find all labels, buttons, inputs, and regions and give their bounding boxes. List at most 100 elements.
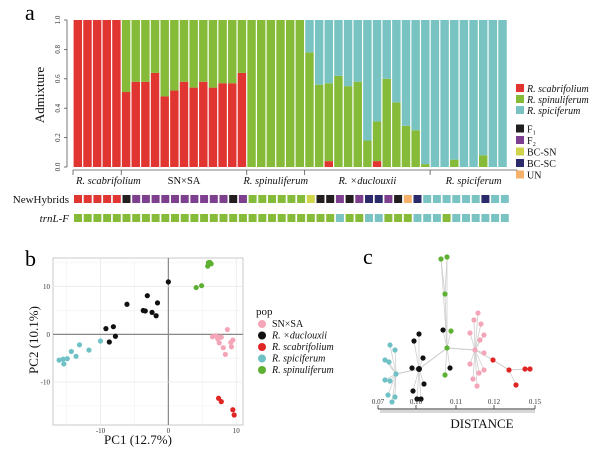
admixture-bar-segment [382, 78, 391, 167]
assignment-cell [112, 195, 121, 203]
network-node [475, 310, 481, 316]
network-node [471, 317, 477, 323]
y-tick-label: 1.0 [54, 15, 62, 24]
admixture-bar-segment [141, 20, 150, 82]
admixture-bar-segment [372, 20, 382, 122]
assignment-cell [93, 195, 102, 203]
group-label: R. spiciferum [445, 176, 502, 187]
assignment-cell [442, 214, 451, 222]
assignment-cell [403, 195, 412, 203]
network-edge [469, 332, 476, 351]
network-edge [416, 368, 420, 400]
distance-tick-label: 0.11 [450, 398, 462, 406]
admixture-bar-segment [218, 83, 227, 167]
network-edge [446, 330, 452, 349]
admixture-bar-segment [131, 20, 140, 82]
admixture-bar-segment [372, 121, 382, 162]
admixture-bar-segment [160, 96, 169, 167]
network-node [448, 328, 454, 334]
assignment-cell [151, 195, 160, 203]
admixture-bar-segment [392, 102, 401, 167]
panel-a-y-axis: 0.0 0.2 0.4 0.6 0.8 1.0 [54, 15, 68, 171]
pca-point [217, 334, 223, 340]
legend-marker [258, 331, 266, 340]
network-node [467, 330, 473, 336]
assignment-cell [258, 195, 267, 203]
assignment-cell [190, 195, 199, 203]
assignment-cell [74, 214, 82, 222]
network-edge [474, 349, 480, 374]
assignment-cell [365, 214, 373, 222]
admixture-bar-segment [199, 81, 208, 167]
admixture-bar-segment [401, 20, 411, 126]
distance-tick-label: 0.07 [372, 398, 385, 406]
assignment-cell [500, 195, 509, 203]
network-node [527, 366, 533, 372]
network-hub-node [393, 371, 399, 377]
assignment-cell [190, 214, 199, 222]
admixture-bar-segment [498, 20, 507, 167]
admixture-bar-segment [324, 161, 334, 167]
pca-point [230, 337, 236, 343]
admixture-bar-segment [199, 20, 208, 82]
admixture-bar-segment [170, 90, 179, 167]
legend-label: R. ×duclouxii [271, 331, 327, 342]
legend-swatch [516, 124, 524, 133]
assignment-cell [316, 195, 325, 203]
admixture-bar-segment [150, 72, 160, 167]
assignment-cell [442, 195, 451, 203]
assignment-cell [141, 214, 150, 222]
network-node [416, 331, 422, 337]
assignment-cell [132, 195, 141, 203]
assignment-cell [209, 214, 218, 222]
admixture-bar-segment [218, 20, 227, 84]
admixture-bar-segment [160, 20, 169, 97]
network-node [442, 372, 448, 378]
pca-point [56, 357, 62, 363]
plot-area [52, 257, 244, 426]
network-node [414, 396, 420, 402]
assignment-cell [384, 214, 393, 222]
network-node [481, 367, 487, 373]
network-edge [508, 369, 517, 386]
network-node [440, 327, 446, 333]
y-tick-label: 0.6 [54, 74, 62, 83]
admixture-bar-segment [276, 20, 285, 167]
admixture-bar-segment [392, 20, 401, 103]
network-node [382, 357, 388, 363]
network-node [392, 394, 398, 400]
y-tick-label: 0 [47, 331, 51, 339]
y-tick-label: 10 [43, 283, 51, 291]
pca-point [97, 338, 104, 344]
assignment-cell [277, 214, 286, 222]
network-edge [472, 349, 476, 380]
admixture-bar-segment [421, 20, 430, 165]
legend-label: UN [527, 171, 541, 182]
admixture-bar-segment [353, 20, 362, 82]
admixture-bar-segment [334, 75, 343, 167]
pca-point [73, 353, 79, 359]
network-node [444, 254, 450, 260]
assignment-cell [471, 214, 480, 222]
assignment-cell [180, 214, 189, 222]
network-edge [442, 329, 448, 349]
assignment-cell [277, 195, 286, 203]
assignment-cell [462, 214, 470, 222]
assignment-cell [423, 195, 432, 203]
pca-point [220, 345, 226, 351]
pca-point [218, 399, 224, 405]
assignment-cell [481, 214, 490, 222]
network-node [420, 355, 426, 361]
admixture-bar-segment [401, 125, 411, 167]
assignment-cell [287, 214, 296, 222]
pca-point [149, 309, 155, 315]
network-node [476, 370, 482, 376]
admixture-bar-segment [469, 20, 478, 167]
assignment-cell [345, 195, 354, 203]
network-node [382, 377, 388, 383]
assignment-cell [103, 195, 112, 203]
legend-label: R. spiciferum [526, 106, 580, 117]
legend-swatch [516, 106, 524, 114]
legend-swatch [516, 170, 524, 179]
network-edge [474, 349, 478, 387]
